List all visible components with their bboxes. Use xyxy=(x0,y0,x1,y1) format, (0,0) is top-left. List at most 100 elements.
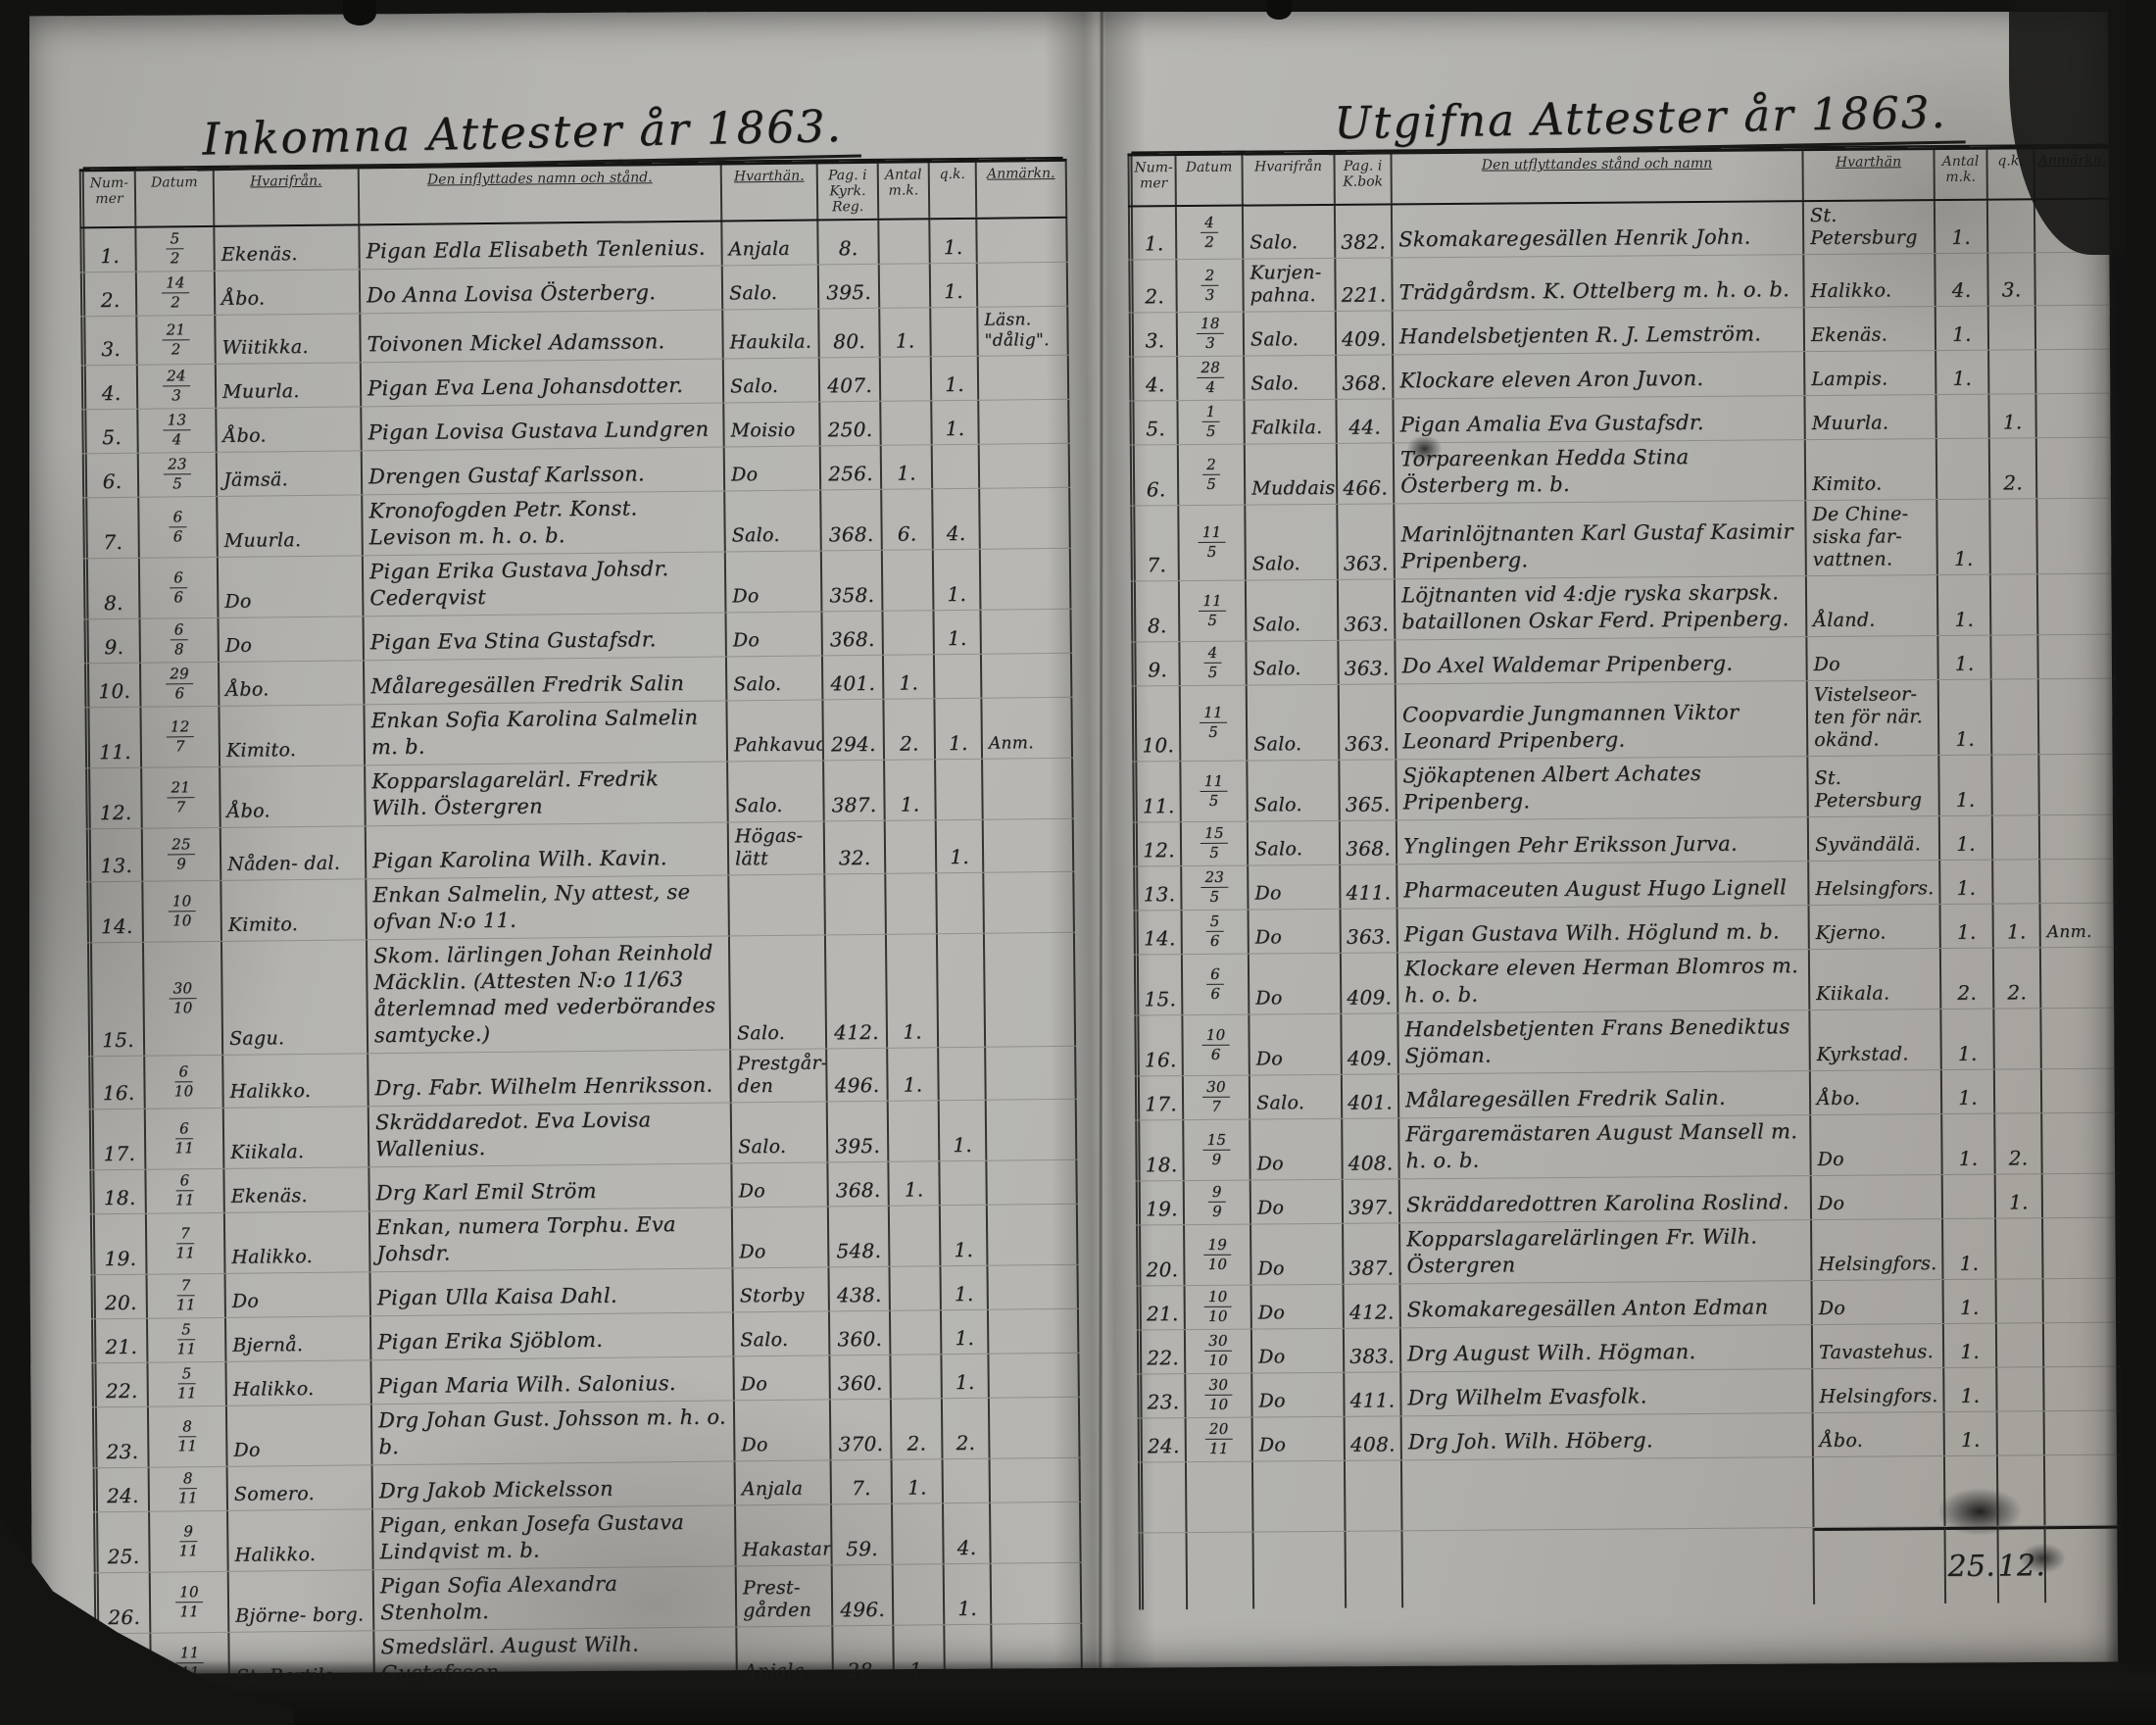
cell-from-place: Salo. xyxy=(1246,504,1339,580)
cell-date: 8 11 xyxy=(148,1406,228,1467)
cell-count-male: 1. xyxy=(1940,904,1994,949)
cell-count-male xyxy=(1936,438,1991,500)
cell-destination: Moisio xyxy=(724,402,821,447)
cell-count-female xyxy=(937,934,987,1048)
cell-count-female: 1. xyxy=(931,357,980,401)
cell-from-place: Salo. xyxy=(1248,820,1342,865)
cell-register-page: 408. xyxy=(1343,1118,1400,1179)
column-header-datum: Datum xyxy=(135,170,216,227)
cell-count-male: 1. xyxy=(1936,306,1990,351)
cell-name-and-rank: Pigan, enkan Josefa Gustava Lindqvist m.… xyxy=(373,1505,737,1570)
cell-remark xyxy=(979,444,1071,489)
scanner-edge-top xyxy=(0,0,2156,12)
cell-date: 10 10 xyxy=(143,881,222,943)
cell-count-male: 1. xyxy=(1943,1279,1997,1323)
cell-rank-and-name: Kopparslagarelärlingen Fr. Wilh. Östergr… xyxy=(1400,1220,1813,1284)
cell-from-place: Do xyxy=(1249,953,1343,1014)
cell-number: 13. xyxy=(1133,866,1183,911)
cell-register-page: 409. xyxy=(1341,953,1399,1013)
cell-date: 10 11 xyxy=(150,1572,230,1633)
cell-count-female: 1. xyxy=(935,699,984,760)
edge-nick xyxy=(343,0,376,25)
cell-name-and-rank: Drg. Fabr. Wilhelm Henriksson. xyxy=(368,1050,732,1107)
cell-count-male: 1. xyxy=(1941,1009,1995,1070)
ledger-page-left: Inkomna Attester år 1863. Num- mer Datum… xyxy=(78,73,1084,1725)
table-row: 26. 10 11 Björne- borg. Pigan Sofia Alexa… xyxy=(93,1563,1083,1635)
cell-register-page: 496. xyxy=(827,1049,889,1102)
cell-destination: Anjala xyxy=(722,221,819,266)
cell-count-female: 2. xyxy=(1995,1113,2043,1174)
cell-date: 13 4 xyxy=(138,409,218,454)
cell-register-page: 363. xyxy=(1338,579,1396,640)
cell-destination: Do xyxy=(734,1355,831,1401)
cell-count-male: 2. xyxy=(891,1399,944,1460)
cell-number: 4. xyxy=(1129,357,1179,401)
cell-count-male xyxy=(888,1101,941,1162)
cell-register-page: 363. xyxy=(1339,640,1396,684)
cell-date: 11 5 xyxy=(1181,761,1249,822)
cell-remark xyxy=(981,654,1073,699)
cell-from-parish: Do xyxy=(226,1405,373,1467)
cell-from-parish: Jämsä. xyxy=(217,451,364,497)
cell-count-female: 1. xyxy=(934,611,982,655)
cell-count-male xyxy=(883,611,935,656)
cell-name-and-rank: Pigan Sofia Alexandra Stenholm. xyxy=(373,1566,738,1631)
cell-from-parish: Wiitikka. xyxy=(216,314,362,365)
table-row: 8. 11 5 Salo. 363. Löjtnanten vid 4:dje r… xyxy=(1130,573,2116,643)
cell-destination: Salo. xyxy=(731,1102,829,1163)
cell-rank-and-name: Skräddaredottren Karolina Roslind. xyxy=(1399,1176,1813,1223)
cell-date: 21 2 xyxy=(137,316,217,366)
cell-count-male: 1. xyxy=(1944,1367,1998,1411)
cell-destination: Salo. xyxy=(723,358,821,403)
cell-name-and-rank: Pigan Karolina Wilh. Kavin. xyxy=(366,822,730,879)
cell-count-female xyxy=(932,445,981,489)
cell-name-and-rank: Pigan Eva Stina Gustafsdr. xyxy=(364,613,727,661)
cell-destination: Do xyxy=(726,612,823,657)
cell-name-and-rank: Skom. lärlingen Johan Reinhold Mäcklin. … xyxy=(367,936,732,1054)
cell-remark xyxy=(983,819,1075,873)
cell-remark xyxy=(979,400,1070,445)
cell-name-and-rank: Toivonen Mickel Adamsson. xyxy=(361,310,724,363)
cell-from-parish: Halikko. xyxy=(228,1509,374,1572)
cell-count-male: 2. xyxy=(1940,948,1995,1010)
cell-number: 8. xyxy=(1130,581,1181,642)
cell-register-page: 401. xyxy=(822,656,885,700)
cell-count-female xyxy=(940,1161,988,1206)
cell-number: 2. xyxy=(1128,260,1178,313)
cell-date: 24 3 xyxy=(137,365,218,410)
cell-name-and-rank: Kronofogden Petr. Konst. Levison m. h. o… xyxy=(363,491,726,556)
cell-count-female: 4. xyxy=(944,1503,992,1564)
cell-from-parish: Halikko. xyxy=(226,1360,372,1406)
cell-remark xyxy=(983,759,1074,820)
cell-destination: Hakastaro xyxy=(736,1504,833,1566)
cell-destination: Syvändälä. xyxy=(1808,816,1941,862)
table-row: 3. 18 3 Salo. 409. Handelsbetjenten R. J.… xyxy=(1128,305,2114,358)
cell-date: 12 7 xyxy=(141,707,221,768)
ledger-page-right: Utgifna Attester år 1863. Num- mer Datum… xyxy=(1127,60,2124,1655)
column-header-namn-och-stand: Den inflyttades namn och stånd. xyxy=(359,165,723,224)
cell-register-page: 7. xyxy=(831,1460,894,1504)
cell-from-parish: Do xyxy=(218,556,365,618)
cell-destination: Prest- gården xyxy=(736,1565,834,1627)
cell-rank-and-name: Skomakaregesällen Anton Edman xyxy=(1400,1281,1813,1328)
cell-count-female: 1. xyxy=(1995,1174,2044,1218)
cell-from-parish: Åbo. xyxy=(219,661,366,707)
cell-date: 20 11 xyxy=(1186,1417,1253,1462)
cell-name-and-rank: Pigan Maria Wilh. Salonius. xyxy=(371,1356,735,1405)
cell-register-page: 397. xyxy=(1343,1179,1401,1223)
cell-count-female xyxy=(943,1458,992,1503)
cell-remark xyxy=(977,263,1069,308)
cell-name-and-rank: Pigan Edla Elisabeth Tenlenius. xyxy=(360,222,723,270)
cell-remark xyxy=(2036,349,2114,394)
cell-rank-and-name: Sjökaptenen Albert Achates Pripenberg. xyxy=(1396,757,1809,820)
table-row: 7. 11 5 Salo. 363. Marinlöjtnanten Karl G… xyxy=(1130,498,2115,582)
cell-number: 3. xyxy=(80,317,138,366)
table-row: 14. 10 10 Kimito. Enkan Salmelin, Ny atte… xyxy=(86,872,1075,944)
cell-number: 17. xyxy=(88,1109,147,1170)
cell-rank-and-name: Klockare eleven Aron Juvon. xyxy=(1394,352,1806,399)
cell-register-page: 358. xyxy=(821,551,884,612)
column-header-hvarthan: Hvarthän. xyxy=(721,164,819,221)
cell-date: 6 10 xyxy=(145,1056,224,1109)
